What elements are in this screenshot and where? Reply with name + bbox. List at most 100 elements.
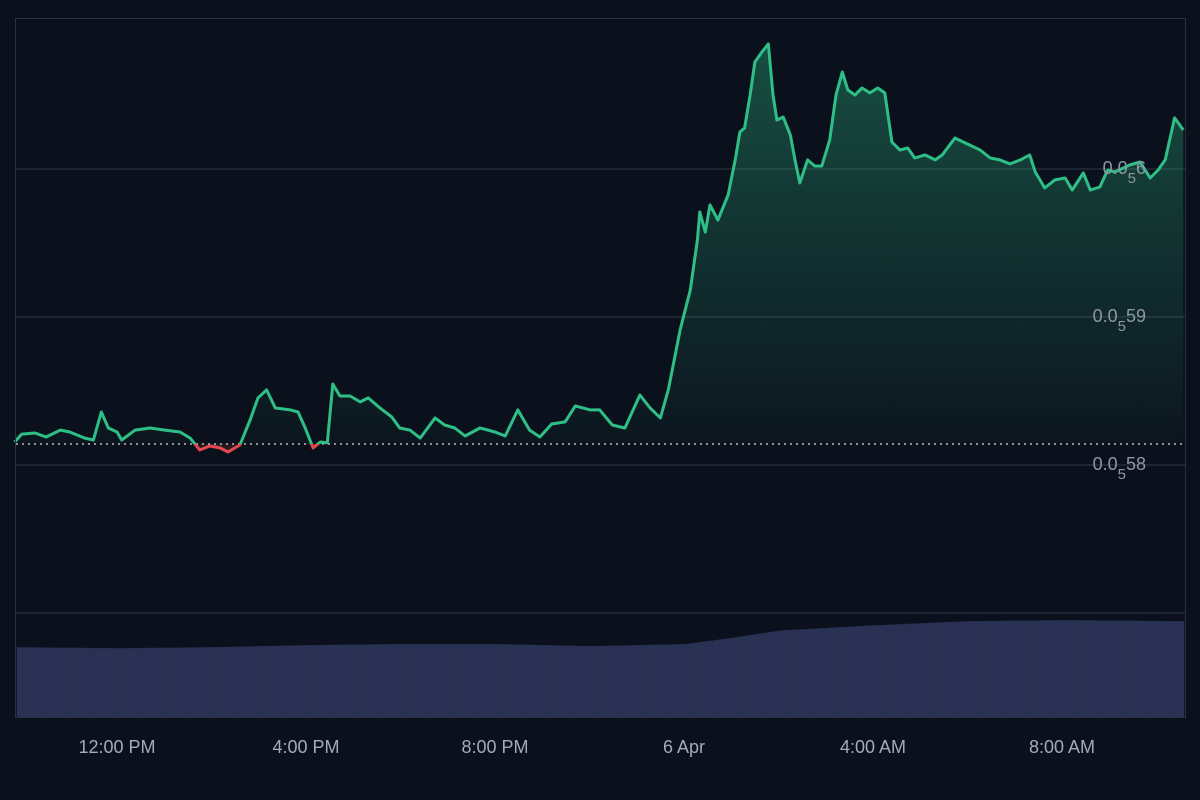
volume-bar [340, 644, 345, 718]
volume-bar [325, 644, 330, 718]
volume-bar [505, 644, 510, 718]
volume-bar [193, 647, 198, 718]
x-axis-tick-label: 8:00 PM [461, 737, 529, 757]
volume-bar [415, 644, 420, 718]
volume-bar [952, 621, 957, 718]
volume-bar [331, 644, 336, 718]
volume-bar [838, 627, 843, 718]
volume-bar [529, 644, 534, 718]
volume-bar [919, 623, 924, 718]
volume-bar [190, 647, 195, 718]
volume-bar [694, 642, 699, 718]
volume-bar [283, 645, 288, 718]
volume-bar [577, 645, 582, 718]
volume-bar [865, 625, 870, 718]
volume-bar [961, 621, 966, 718]
volume-bar [109, 648, 114, 718]
volume-bar [661, 644, 666, 718]
volume-bar [1156, 620, 1161, 718]
volume-bar [427, 644, 432, 718]
volume-bar [418, 644, 423, 718]
volume-bar [196, 647, 201, 718]
volume-bar [976, 621, 981, 718]
volume-bar [667, 644, 672, 718]
volume-bar [226, 646, 231, 718]
volume-bar [379, 644, 384, 718]
volume-bar [1105, 620, 1110, 718]
volume-bar [1177, 621, 1182, 718]
volume-bar [358, 644, 363, 718]
volume-bar [853, 626, 858, 718]
volume-bar [337, 644, 342, 718]
volume-bar [292, 645, 297, 718]
volume-bar [697, 642, 702, 718]
volume-bar [1069, 620, 1074, 718]
volume-bar [1159, 620, 1164, 718]
volume-bar [685, 643, 690, 718]
volume-bar [673, 644, 678, 718]
volume-bar [97, 647, 102, 718]
volume-bar [493, 644, 498, 718]
volume-bar [313, 644, 318, 718]
volume-bar [289, 645, 294, 718]
volume-bar [502, 644, 507, 718]
volume-bar [136, 647, 141, 718]
volume-bar [412, 644, 417, 718]
volume-bar [901, 624, 906, 718]
volume-bar [268, 645, 273, 718]
y-axis-tick-label: 0.0558 [1093, 454, 1146, 482]
volume-bar [1039, 620, 1044, 718]
volume-bar [625, 645, 630, 718]
tick-lead: 0.0 [1092, 305, 1118, 326]
volume-bar [304, 645, 309, 718]
volume-bar [622, 645, 627, 718]
volume-bar [877, 625, 882, 718]
volume-bar [277, 645, 282, 718]
volume-bar [664, 644, 669, 718]
volume-bar [1009, 620, 1014, 718]
volume-bar [898, 624, 903, 718]
volume-bar [964, 621, 969, 718]
volume-bar [1051, 620, 1056, 718]
volume-bar [706, 640, 711, 718]
volume-bar [841, 626, 846, 718]
volume-bar [43, 647, 48, 718]
volume-bar [511, 644, 516, 718]
volume-bar [916, 623, 921, 718]
volume-bar [763, 632, 768, 718]
volume-bar [955, 621, 960, 718]
volume-bar [514, 644, 519, 718]
volume-bar [58, 647, 63, 718]
volume-bar [781, 630, 786, 718]
volume-bar [187, 647, 192, 718]
area-fill-above-baseline [14, 43, 1184, 444]
volume-bar [1060, 620, 1065, 718]
volume-bar [172, 647, 177, 718]
volume-bar [145, 647, 150, 718]
volume-bar [871, 625, 876, 718]
volume-bar [925, 622, 930, 718]
tick-digits: 6 [1135, 157, 1146, 178]
volume-bar [52, 647, 57, 718]
volume-bar [967, 621, 972, 718]
volume-bar [544, 645, 549, 718]
volume-bar [94, 647, 99, 718]
price-line-above [13, 42, 1185, 444]
volume-bar [676, 644, 681, 718]
volume-bar [355, 644, 360, 718]
volume-bar [1006, 620, 1011, 718]
volume-bar [655, 644, 660, 718]
volume-bar [844, 626, 849, 718]
volume-bar [496, 644, 501, 718]
tick-digits: 59 [1125, 305, 1146, 326]
volume-bar [1180, 621, 1185, 718]
volume-bar [1162, 620, 1167, 718]
volume-bar [826, 627, 831, 718]
volume-bar [856, 626, 861, 718]
volume-bar [832, 627, 837, 718]
plot-frame [15, 18, 1186, 718]
volume-bar [409, 644, 414, 718]
volume-bar [202, 647, 207, 718]
volume-bar [1030, 620, 1035, 718]
